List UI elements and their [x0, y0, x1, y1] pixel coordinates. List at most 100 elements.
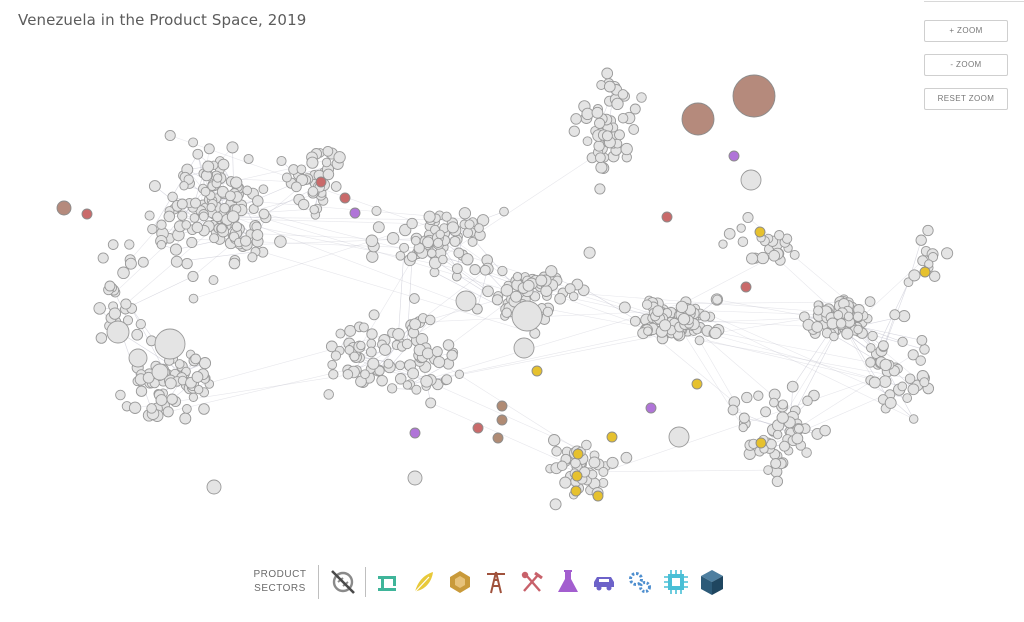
product-node[interactable] — [469, 264, 481, 276]
highlighted-product-node[interactable] — [56, 200, 72, 216]
product-node[interactable] — [189, 213, 200, 223]
product-node[interactable] — [225, 190, 236, 202]
product-node[interactable] — [675, 300, 689, 314]
product-node[interactable] — [677, 312, 691, 326]
product-node[interactable] — [167, 191, 178, 203]
product-node[interactable] — [365, 234, 379, 248]
product-node[interactable] — [219, 202, 230, 214]
reset-zoom-button[interactable]: RESET ZOOM — [924, 88, 1008, 110]
product-node[interactable] — [867, 330, 878, 342]
product-node[interactable] — [401, 338, 413, 350]
product-node[interactable] — [137, 256, 149, 268]
product-node[interactable] — [128, 401, 142, 414]
metals-hammer-pick-icon[interactable] — [515, 565, 549, 599]
product-node[interactable] — [307, 186, 319, 197]
highlighted-product-node[interactable] — [732, 74, 776, 118]
product-node[interactable] — [570, 457, 581, 469]
product-node[interactable] — [879, 358, 892, 372]
highlighted-product-node[interactable] — [570, 485, 582, 497]
product-node[interactable] — [179, 412, 192, 425]
product-node[interactable] — [156, 219, 167, 230]
product-node[interactable] — [169, 243, 183, 256]
product-node[interactable] — [813, 305, 824, 316]
product-node[interactable] — [208, 275, 219, 286]
product-node[interactable] — [406, 217, 418, 230]
product-node[interactable] — [209, 233, 220, 244]
product-node[interactable] — [435, 229, 445, 239]
product-node[interactable] — [378, 343, 392, 356]
product-node[interactable] — [594, 183, 606, 195]
product-node[interactable] — [230, 176, 243, 189]
product-node[interactable] — [877, 340, 889, 352]
product-node[interactable] — [908, 414, 919, 424]
product-node[interactable] — [411, 384, 422, 395]
product-node[interactable] — [791, 432, 804, 445]
product-space-network[interactable] — [0, 0, 1024, 545]
product-node[interactable] — [213, 173, 223, 183]
highlighted-product-node[interactable] — [728, 150, 740, 162]
product-node[interactable] — [322, 145, 334, 157]
product-node[interactable] — [420, 375, 433, 388]
product-node[interactable] — [829, 331, 839, 342]
product-node[interactable] — [479, 264, 491, 276]
product-node[interactable] — [258, 184, 269, 195]
product-node[interactable] — [768, 249, 781, 262]
product-node[interactable] — [251, 229, 264, 241]
product-node[interactable] — [306, 156, 319, 169]
product-node[interactable] — [376, 374, 388, 387]
product-node[interactable] — [146, 403, 157, 414]
product-node[interactable] — [618, 301, 631, 314]
product-node[interactable] — [915, 234, 927, 246]
highlighted-product-node[interactable] — [339, 192, 351, 204]
product-node[interactable] — [200, 186, 211, 197]
product-node[interactable] — [296, 164, 307, 175]
highlighted-product-node[interactable] — [681, 102, 715, 136]
product-node[interactable] — [835, 318, 847, 329]
product-node[interactable] — [144, 210, 155, 221]
product-node[interactable] — [386, 383, 398, 394]
product-node[interactable] — [898, 310, 911, 323]
product-node[interactable] — [330, 350, 342, 361]
product-node[interactable] — [865, 357, 876, 368]
product-node[interactable] — [601, 67, 614, 80]
product-node[interactable] — [727, 404, 739, 416]
product-node[interactable] — [431, 346, 443, 358]
highlighted-product-node[interactable] — [472, 422, 484, 434]
zoom-out-button[interactable]: - ZOOM — [924, 54, 1008, 76]
product-node[interactable] — [643, 326, 653, 336]
stone-gem-icon[interactable] — [443, 565, 477, 599]
product-node[interactable] — [442, 339, 455, 351]
product-node[interactable] — [467, 236, 478, 247]
product-node[interactable] — [603, 80, 616, 93]
product-node[interactable] — [406, 251, 418, 262]
product-node[interactable] — [309, 204, 319, 215]
product-node[interactable] — [779, 440, 790, 452]
product-node[interactable] — [511, 300, 543, 332]
product-node[interactable] — [216, 223, 227, 234]
product-node[interactable] — [446, 349, 458, 361]
product-node[interactable] — [349, 351, 360, 362]
highlighted-product-node[interactable] — [661, 211, 673, 223]
product-node[interactable] — [907, 383, 920, 396]
product-node[interactable] — [247, 252, 258, 263]
product-node[interactable] — [228, 257, 241, 270]
product-node[interactable] — [801, 447, 812, 458]
product-node[interactable] — [458, 207, 472, 220]
product-node[interactable] — [274, 235, 287, 248]
product-node[interactable] — [240, 235, 252, 247]
product-node[interactable] — [554, 292, 566, 305]
product-node[interactable] — [500, 284, 514, 297]
product-node[interactable] — [766, 438, 777, 450]
product-node[interactable] — [617, 112, 629, 124]
product-node[interactable] — [203, 143, 215, 155]
product-node[interactable] — [188, 293, 199, 304]
highlighted-product-node[interactable] — [919, 266, 931, 278]
product-node[interactable] — [181, 257, 193, 270]
zoom-in-button[interactable]: + ZOOM — [924, 20, 1008, 42]
product-node[interactable] — [441, 211, 452, 222]
product-node[interactable] — [606, 456, 619, 469]
highlighted-product-node[interactable] — [755, 437, 767, 449]
product-node[interactable] — [366, 250, 379, 263]
product-node[interactable] — [549, 498, 562, 511]
product-node[interactable] — [598, 466, 609, 477]
